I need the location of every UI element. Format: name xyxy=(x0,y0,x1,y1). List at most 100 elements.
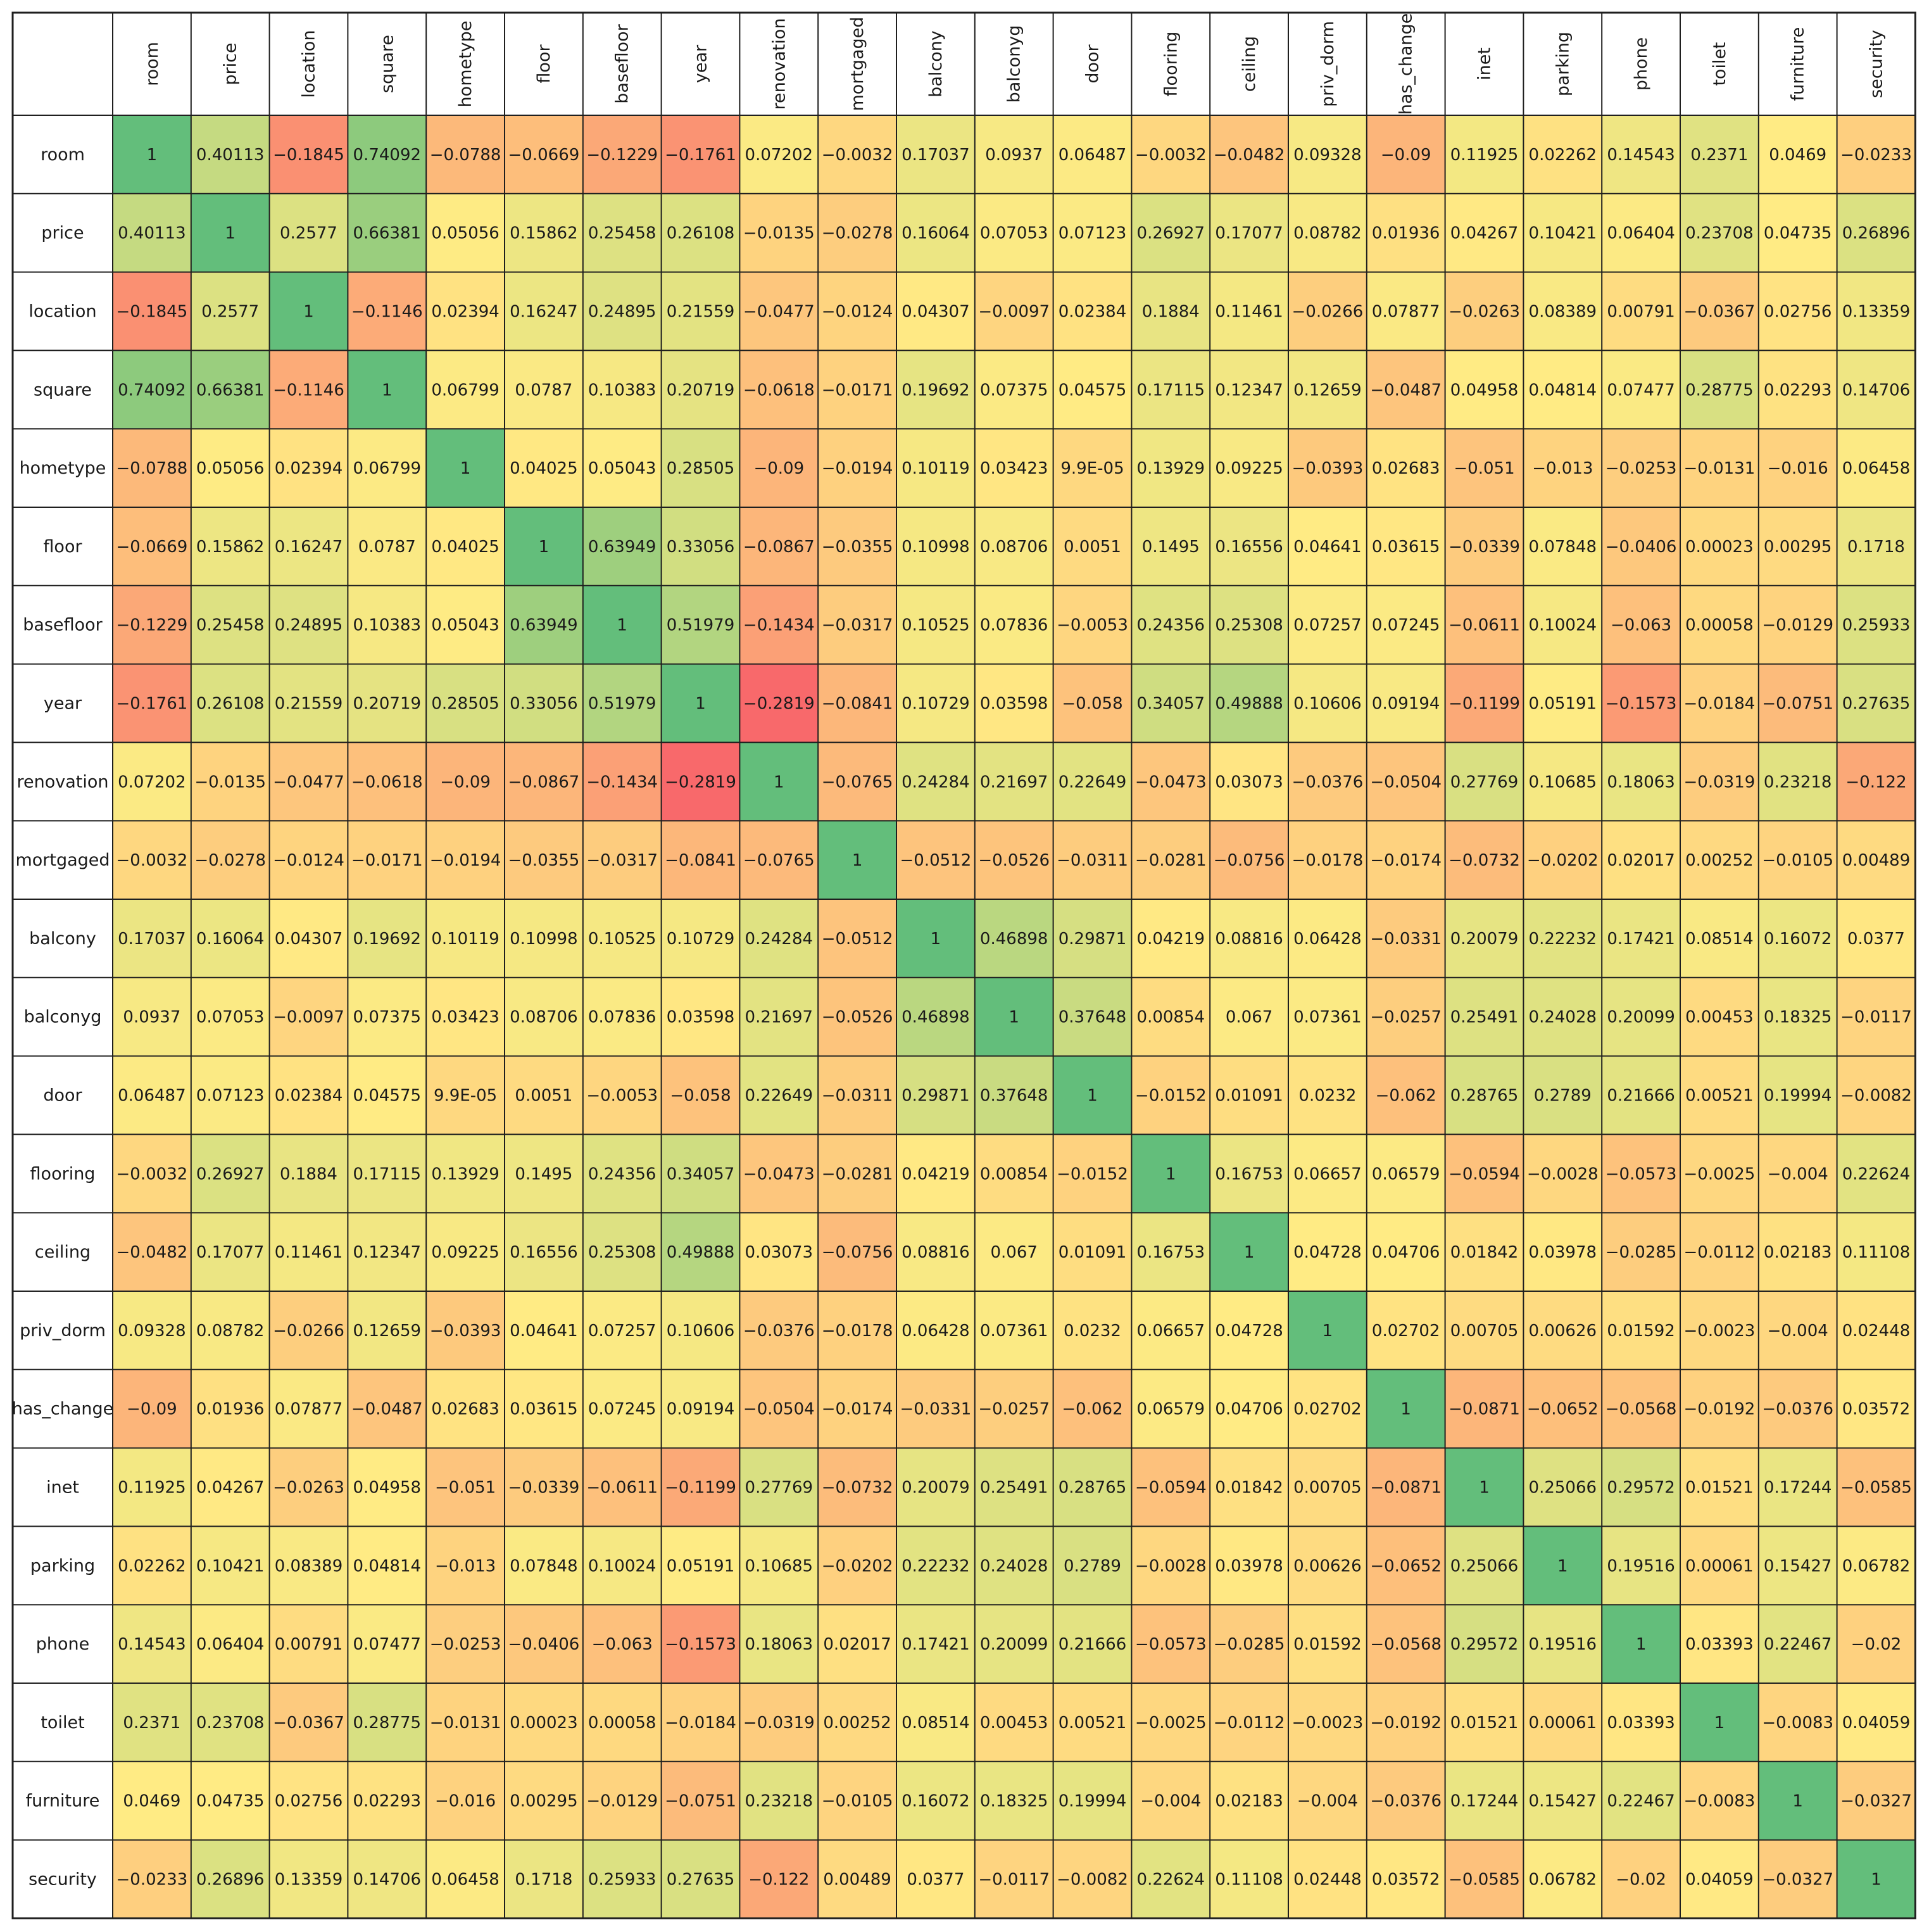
heatmap-cell-parking-furniture xyxy=(1758,1526,1837,1605)
heatmap-cell-location-room xyxy=(113,272,191,351)
heatmap-cell-door-balconyg xyxy=(974,1056,1053,1135)
cell-value-location-square: −0.1146 xyxy=(351,303,423,322)
heatmap-cell-furniture-room xyxy=(113,1761,191,1840)
cell-value-ceiling-parking: 0.03978 xyxy=(1529,1243,1597,1262)
cell-value-mortgaged-ceiling: −0.0756 xyxy=(1214,851,1285,870)
heatmap-cell-furniture-balconyg xyxy=(974,1761,1053,1840)
cell-value-year-has_change: 0.09194 xyxy=(1372,695,1440,714)
cell-value-price-year: 0.26108 xyxy=(667,224,735,243)
cell-value-location-renovation: −0.0477 xyxy=(743,303,815,322)
heatmap-cell-balcony-door xyxy=(1053,899,1132,978)
cell-value-floor-ceiling: 0.16556 xyxy=(1215,538,1283,557)
heatmap-cell-balcony-priv_dorm xyxy=(1288,899,1367,978)
cell-value-priv_dorm-price: 0.08782 xyxy=(196,1322,265,1341)
cell-value-location-balcony: 0.04307 xyxy=(902,303,970,322)
cell-value-furniture-square: 0.02293 xyxy=(353,1792,422,1811)
cell-value-toilet-flooring: −0.0025 xyxy=(1135,1714,1207,1733)
cell-value-inet-security: −0.0585 xyxy=(1840,1479,1912,1498)
heatmap-cell-has_change-furniture xyxy=(1758,1369,1837,1448)
cell-value-toilet-hometype: −0.0131 xyxy=(430,1714,501,1733)
heatmap-cell-phone-year xyxy=(661,1605,740,1683)
heatmap-cell-flooring-has_change xyxy=(1366,1134,1445,1213)
cell-value-balconyg-security: −0.0117 xyxy=(1840,1008,1912,1027)
heatmap-cell-door-hometype xyxy=(426,1056,505,1135)
row-label-hometype: hometype xyxy=(20,458,106,478)
cell-value-balcony-balcony: 1 xyxy=(931,930,941,949)
cell-value-has_change-year: 0.09194 xyxy=(667,1400,735,1419)
heatmap-cell-phone-renovation xyxy=(739,1605,819,1683)
heatmap-cell-inet-door xyxy=(1053,1448,1132,1527)
heatmap-cell-has_change-door xyxy=(1053,1369,1132,1448)
heatmap-cell-location-ceiling xyxy=(1210,272,1288,351)
heatmap-cell-inet-year xyxy=(661,1448,740,1527)
heatmap-cell-price-basefloor xyxy=(582,193,662,272)
cell-value-phone-phone: 1 xyxy=(1636,1635,1647,1654)
heatmap-cell-year-basefloor xyxy=(582,664,662,743)
heatmap-cell-phone-basefloor xyxy=(582,1605,662,1683)
heatmap-cell-door-location xyxy=(269,1056,348,1135)
heatmap-cell-mortgaged-door xyxy=(1053,821,1132,899)
cell-value-location-has_change: 0.07877 xyxy=(1372,303,1440,322)
row-label-price: price xyxy=(41,224,84,243)
column-label-price: price xyxy=(221,42,241,85)
cell-value-inet-mortgaged: −0.0732 xyxy=(822,1479,893,1498)
heatmap-cell-balcony-ceiling xyxy=(1210,899,1288,978)
heatmap-cell-room-location xyxy=(269,115,348,194)
cell-value-year-priv_dorm: 0.10606 xyxy=(1293,695,1362,714)
heatmap-cell-hometype-ceiling xyxy=(1210,429,1288,507)
cell-value-price-balcony: 0.16064 xyxy=(902,224,970,243)
cell-value-priv_dorm-phone: 0.01592 xyxy=(1607,1322,1675,1341)
heatmap-cell-toilet-year xyxy=(661,1683,740,1762)
heatmap-cell-ceiling-floor xyxy=(505,1213,583,1291)
heatmap-cell-security-location xyxy=(269,1840,348,1919)
heatmap-cell-mortgaged-parking xyxy=(1523,821,1602,899)
heatmap-cell-toilet-price xyxy=(191,1683,270,1762)
heatmap-cell-square-basefloor xyxy=(582,350,662,429)
cell-value-door-ceiling: 0.01091 xyxy=(1215,1087,1283,1106)
cell-value-flooring-basefloor: 0.24356 xyxy=(588,1165,657,1184)
heatmap-cell-parking-phone xyxy=(1602,1526,1680,1605)
row-label-basefloor: basefloor xyxy=(23,616,103,635)
heatmap-cell-phone-room xyxy=(113,1605,191,1683)
cell-value-has_change-priv_dorm: 0.02702 xyxy=(1293,1400,1362,1419)
column-label-hometype: hometype xyxy=(456,21,475,108)
heatmap-cell-door-renovation xyxy=(739,1056,819,1135)
heatmap-cell-hometype-hometype xyxy=(426,429,505,507)
cell-value-basefloor-ceiling: 0.25308 xyxy=(1215,616,1283,635)
cell-value-balconyg-has_change: −0.0257 xyxy=(1370,1008,1442,1027)
cell-value-has_change-balconyg: −0.0257 xyxy=(978,1400,1050,1419)
cell-value-security-basefloor: 0.25933 xyxy=(588,1871,657,1890)
cell-value-room-has_change: −0.09 xyxy=(1381,146,1431,165)
cell-value-phone-location: 0.00791 xyxy=(275,1635,343,1654)
column-label-inet: inet xyxy=(1475,47,1495,80)
cell-value-parking-phone: 0.19516 xyxy=(1607,1556,1675,1575)
cell-value-square-mortgaged: −0.0171 xyxy=(822,381,893,400)
cell-value-balcony-inet: 0.20079 xyxy=(1450,930,1519,949)
cell-value-room-furniture: 0.0469 xyxy=(1769,146,1826,165)
heatmap-cell-has_change-parking xyxy=(1523,1369,1602,1448)
cell-value-balcony-flooring: 0.04219 xyxy=(1137,930,1205,949)
heatmap-cell-renovation-square xyxy=(348,742,427,821)
cell-value-parking-basefloor: 0.10024 xyxy=(588,1556,657,1575)
heatmap-cell-parking-square xyxy=(348,1526,427,1605)
column-label-phone: phone xyxy=(1631,37,1651,91)
cell-value-year-toilet: −0.0184 xyxy=(1684,695,1756,714)
cell-value-flooring-flooring: 1 xyxy=(1166,1165,1176,1184)
cell-value-parking-parking: 1 xyxy=(1557,1556,1568,1575)
cell-value-security-balconyg: −0.0117 xyxy=(978,1871,1050,1890)
heatmap-cell-hometype-parking xyxy=(1523,429,1602,507)
cell-value-door-toilet: 0.00521 xyxy=(1685,1087,1754,1106)
cell-value-inet-price: 0.04267 xyxy=(196,1479,265,1498)
cell-value-has_change-has_change: 1 xyxy=(1400,1400,1411,1419)
heatmap-cell-door-flooring xyxy=(1131,1056,1210,1135)
heatmap-cell-square-flooring xyxy=(1131,350,1210,429)
heatmap-cell-security-ceiling xyxy=(1210,1840,1288,1919)
heatmap-cell-price-square xyxy=(348,193,427,272)
heatmap-cell-room-floor xyxy=(505,115,583,194)
cell-value-furniture-priv_dorm: −0.004 xyxy=(1297,1792,1358,1811)
heatmap-cell-priv_dorm-floor xyxy=(505,1291,583,1370)
heatmap-cell-security-balcony xyxy=(896,1840,975,1919)
cell-value-floor-year: 0.33056 xyxy=(667,538,735,557)
heatmap-cell-has_change-balcony xyxy=(896,1369,975,1448)
cell-value-balcony-price: 0.16064 xyxy=(196,930,265,949)
